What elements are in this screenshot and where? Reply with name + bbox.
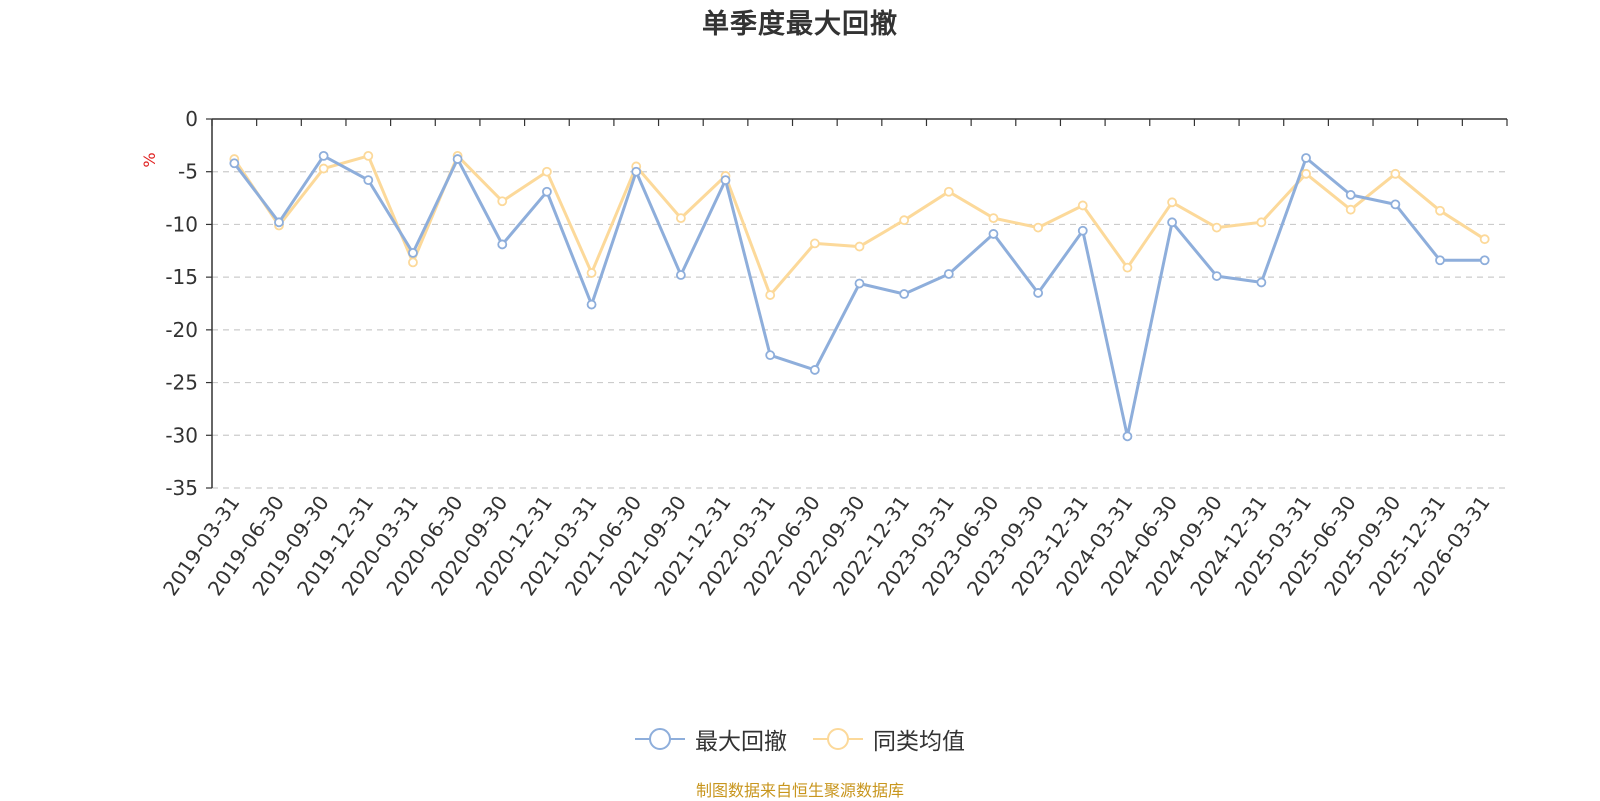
data-point-peer-average [1301,168,1311,179]
legend-swatch-peer-average [813,728,863,750]
chart-legend: 最大回撤 同类均值 [0,722,1600,756]
data-point-max-drawdown [899,289,910,299]
data-point-peer-average [542,166,552,177]
data-point-peer-average [363,150,374,161]
data-point-peer-average [1435,205,1445,216]
data-point-peer-average [1256,217,1267,228]
legend-swatch-max-drawdown [635,728,685,750]
data-point-max-drawdown [675,270,686,280]
y-axis-label: % [140,152,159,167]
data-source-note: 制图数据来自恒生聚源数据库 [695,781,904,800]
legend-label-peer-average: 同类均值 [873,729,965,755]
data-point-max-drawdown [988,229,999,239]
data-point-peer-average [1167,197,1177,208]
y-tick-label: -30 [165,423,198,447]
data-point-peer-average [899,215,910,226]
data-point-max-drawdown [1390,199,1401,210]
data-point-max-drawdown [1345,190,1356,200]
legend-item-peer-average[interactable]: 同类均值 [813,722,965,756]
data-point-max-drawdown [452,154,463,164]
data-point-peer-average [497,196,508,207]
data-point-peer-average [675,213,686,224]
y-tick-label: -5 [178,160,198,184]
data-point-max-drawdown [1301,153,1311,163]
data-point-peer-average [809,238,820,249]
data-point-max-drawdown [854,278,865,289]
legend-item-max-drawdown[interactable]: 最大回撤 [635,722,787,756]
data-point-max-drawdown [1033,288,1044,298]
legend-label-max-drawdown: 最大回撤 [695,729,787,755]
data-point-max-drawdown [1479,255,1490,266]
data-point-max-drawdown [765,350,776,361]
data-point-peer-average [1211,222,1222,233]
data-point-peer-average [1390,168,1401,179]
data-point-peer-average [943,186,954,197]
data-point-max-drawdown [1256,277,1267,288]
data-point-peer-average [854,241,865,252]
data-point-max-drawdown [408,247,418,258]
y-tick-label: -25 [165,371,198,395]
y-tick-label: -20 [165,318,198,342]
data-point-max-drawdown [497,239,508,250]
data-point-max-drawdown [1077,225,1088,236]
chart-title: 单季度最大回撤 [702,9,898,40]
series-line-peer-average [233,154,1486,297]
data-point-peer-average [408,257,418,268]
data-point-max-drawdown [809,365,820,375]
series-line-max-drawdown [233,154,1485,438]
data-point-max-drawdown [1435,255,1445,266]
data-point-peer-average [1479,234,1490,245]
data-point-peer-average [1122,262,1133,273]
y-tick-label: -15 [165,265,198,289]
data-point-max-drawdown [318,150,329,161]
data-point-max-drawdown [631,166,642,177]
data-point-max-drawdown [229,158,240,169]
data-point-max-drawdown [1211,271,1222,281]
data-point-max-drawdown [1122,431,1133,442]
data-point-peer-average [1345,204,1356,215]
y-tick-label: -10 [165,212,198,236]
data-point-max-drawdown [943,269,954,279]
data-point-peer-average [318,163,329,174]
data-point-max-drawdown [1167,217,1177,228]
data-point-peer-average [765,290,776,300]
data-point-peer-average [586,268,597,278]
data-point-max-drawdown [586,299,597,310]
data-point-peer-average [1077,200,1088,211]
data-point-peer-average [988,213,999,224]
data-point-peer-average [1033,222,1044,233]
y-tick-label: 0 [185,107,198,131]
data-point-max-drawdown [363,175,374,186]
data-point-max-drawdown [274,217,284,228]
y-tick-label: -35 [165,476,198,500]
data-point-max-drawdown [720,175,731,186]
data-point-max-drawdown [542,186,552,197]
